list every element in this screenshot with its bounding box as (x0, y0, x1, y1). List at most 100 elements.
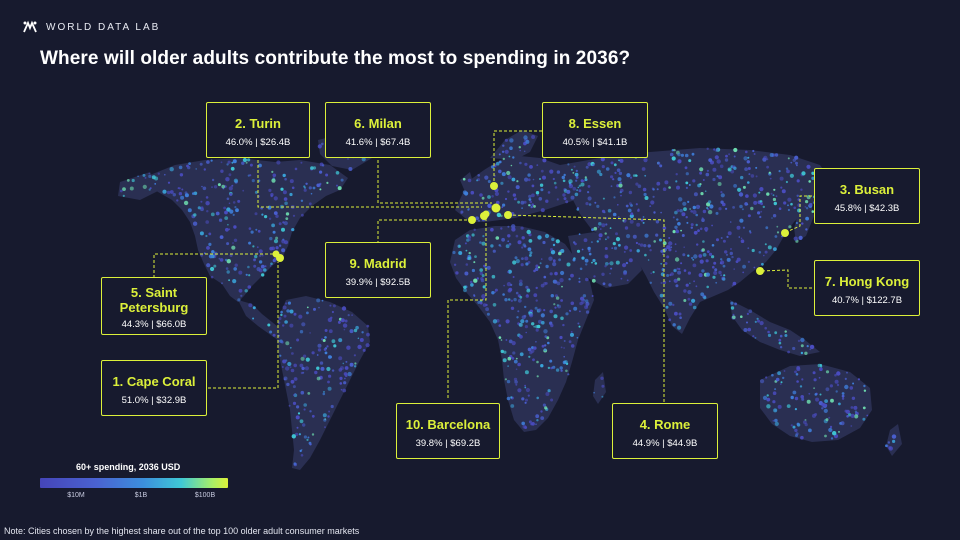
city-dot (154, 176, 159, 181)
city-dot (326, 181, 329, 184)
city-dot (520, 226, 524, 230)
city-dot (234, 206, 237, 209)
city-dot (258, 268, 263, 273)
city-dot (567, 373, 570, 376)
city-dot (490, 244, 494, 248)
city-dot (552, 243, 556, 247)
city-dot (224, 216, 229, 221)
city-dot (525, 331, 527, 334)
city-dot (700, 292, 705, 297)
city-dot (192, 192, 195, 195)
city-dot (734, 302, 737, 306)
city-dot (528, 311, 531, 314)
city-dot (626, 173, 631, 178)
city-dot (480, 277, 484, 281)
city-dot (201, 185, 203, 188)
city-dot (561, 175, 565, 180)
city-dot (524, 386, 527, 389)
city-dot (800, 337, 805, 343)
city-dot (178, 187, 181, 190)
city-dot (765, 376, 768, 379)
city-dot (563, 340, 566, 342)
city-dot (608, 283, 612, 287)
city-dot (635, 174, 638, 177)
city-dot (271, 223, 275, 228)
city-dot (560, 346, 563, 349)
city-dot (701, 269, 705, 273)
city-dot (491, 274, 496, 279)
city-dot (319, 188, 322, 191)
city-dot (792, 425, 796, 429)
city-dot (649, 249, 652, 252)
city-dot (321, 338, 324, 341)
city-dot (692, 263, 697, 268)
city-dot (708, 252, 713, 256)
city-dot (772, 194, 775, 197)
city-dot (580, 182, 585, 187)
city-dot (818, 376, 821, 379)
city-dot (609, 227, 612, 230)
city-dot (723, 274, 726, 277)
city-dot (591, 295, 594, 297)
city-dot (548, 256, 553, 261)
city-dot (750, 174, 755, 178)
city-dot (510, 164, 513, 167)
city-dot (618, 171, 623, 176)
city-dot (666, 255, 670, 259)
city-dot (507, 234, 511, 238)
city-dot (267, 205, 272, 210)
city-dot (691, 256, 694, 260)
city-dot (711, 224, 713, 227)
city-dot (794, 428, 798, 433)
city-dot (300, 371, 304, 375)
city-dot (303, 435, 307, 439)
city-dot (626, 234, 631, 239)
city-dot (888, 446, 893, 451)
city-dot (756, 317, 759, 320)
city-dot (535, 325, 539, 329)
city-dot (608, 262, 611, 265)
city-dot (796, 422, 800, 426)
city-dot (323, 391, 325, 393)
city-dot (617, 204, 619, 206)
city-dot (703, 296, 707, 300)
city-dot (579, 310, 581, 313)
city-dot (318, 306, 320, 309)
city-dot (677, 277, 681, 281)
city-dot (801, 378, 804, 381)
city-dot (148, 174, 152, 178)
city-dot (187, 208, 192, 213)
city-dot (338, 338, 343, 343)
city-dot (554, 186, 558, 189)
city-dot (501, 150, 505, 153)
city-dot (507, 190, 510, 193)
city-dot (578, 184, 582, 187)
city-dot (285, 366, 290, 371)
city-dot (702, 253, 707, 257)
city-dot (674, 311, 678, 316)
city-dot (528, 355, 531, 358)
callout-city-name: 3. Busan (839, 182, 895, 197)
city-dot (704, 190, 707, 192)
city-dot (353, 365, 357, 368)
city-dot (542, 240, 546, 245)
city-dot (508, 287, 513, 292)
city-dot (720, 274, 723, 277)
city-dot (458, 251, 463, 255)
city-dot (746, 312, 750, 315)
city-dot (699, 167, 704, 172)
city-dot (324, 329, 328, 332)
city-dot (506, 170, 511, 176)
city-dot (682, 201, 687, 206)
city-dot (344, 377, 346, 380)
city-dot (281, 227, 285, 232)
city-dot (779, 334, 783, 338)
city-dot (609, 272, 611, 275)
city-dot (711, 244, 715, 247)
city-dot (200, 206, 204, 210)
city-dot (708, 158, 713, 163)
city-dot (267, 323, 271, 327)
city-dot (481, 294, 486, 299)
city-dot (769, 153, 774, 157)
city-dot (331, 369, 335, 372)
